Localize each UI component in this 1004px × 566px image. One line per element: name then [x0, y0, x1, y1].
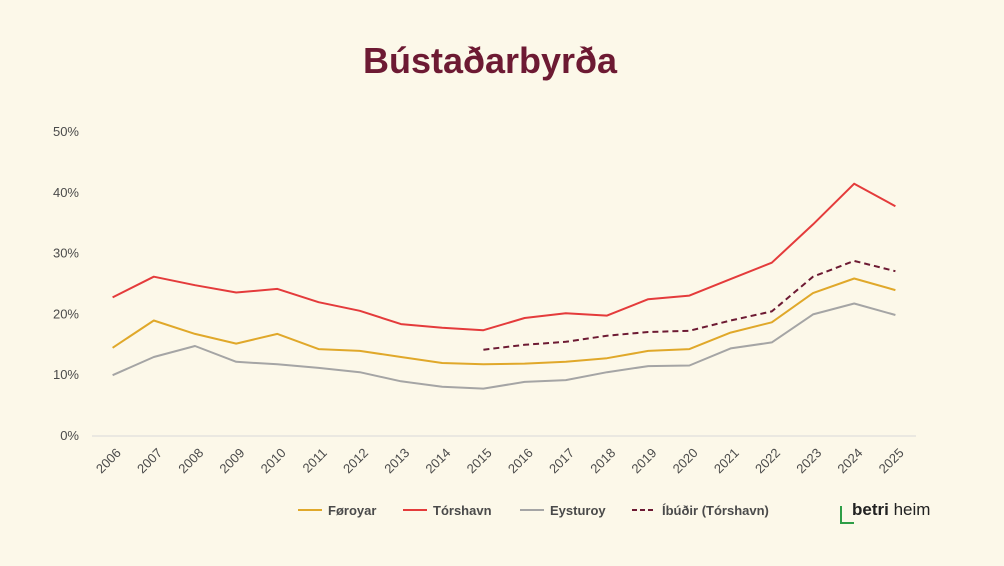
x-tick-label: 2023 — [793, 445, 824, 476]
x-axis: 2006 2007 2008 2009 2010 2011 2012 2013 2014 2015… — [92, 435, 916, 476]
x-tick-label: 2024 — [834, 445, 865, 476]
chart-title: Bústaðarbyrða — [362, 40, 618, 81]
series-line — [112, 302, 896, 390]
x-tick-label: 2013 — [381, 445, 412, 476]
brand-logo: betri heim — [840, 498, 960, 528]
x-tick-label: 2011 — [300, 445, 330, 475]
legend-label: Eysturoy — [550, 503, 606, 518]
brand-bold: betri — [852, 500, 889, 519]
series-layer — [112, 182, 896, 390]
y-tick-label: 10% — [53, 367, 79, 382]
x-tick-label: 2018 — [587, 445, 618, 476]
x-tick-label: 2014 — [422, 445, 453, 476]
series-line — [112, 277, 896, 366]
brand-text: betri heim — [852, 500, 930, 520]
y-axis: 0% 10% 20% 30% 40% 50% — [53, 124, 79, 443]
x-tick-label: 2009 — [216, 445, 247, 476]
x-tick-label: 2007 — [134, 445, 165, 476]
x-tick-label: 2016 — [505, 445, 536, 476]
legend-label: Tórshavn — [433, 503, 492, 518]
y-tick-label: 20% — [53, 306, 79, 321]
brand-mark-icon — [840, 506, 854, 524]
y-tick-label: 30% — [53, 246, 79, 261]
brand-rest: heim — [888, 500, 931, 519]
x-tick-label: 2008 — [175, 445, 206, 476]
x-tick-label: 2010 — [258, 445, 289, 476]
x-tick-label: 2012 — [340, 445, 371, 476]
x-tick-label: 2006 — [93, 445, 124, 476]
x-tick-label: 2020 — [670, 445, 701, 476]
y-tick-label: 50% — [53, 124, 79, 139]
x-tick-label: 2017 — [546, 445, 577, 476]
x-tick-label: 2025 — [876, 445, 907, 476]
x-tick-label: 2015 — [464, 445, 495, 476]
legend-label: Føroyar — [328, 503, 376, 518]
x-tick-label: 2022 — [752, 445, 783, 476]
series-line — [112, 182, 896, 332]
legend: Føroyar Tórshavn Eysturoy Íbúðir (Tórshavn) — [298, 503, 769, 518]
series-line — [483, 259, 896, 351]
y-tick-label: 0% — [60, 428, 79, 443]
x-tick-label: 2021 — [711, 445, 742, 476]
x-tick-label: 2019 — [628, 445, 659, 476]
legend-label: Íbúðir (Tórshavn) — [662, 503, 769, 518]
y-tick-label: 40% — [53, 185, 79, 200]
